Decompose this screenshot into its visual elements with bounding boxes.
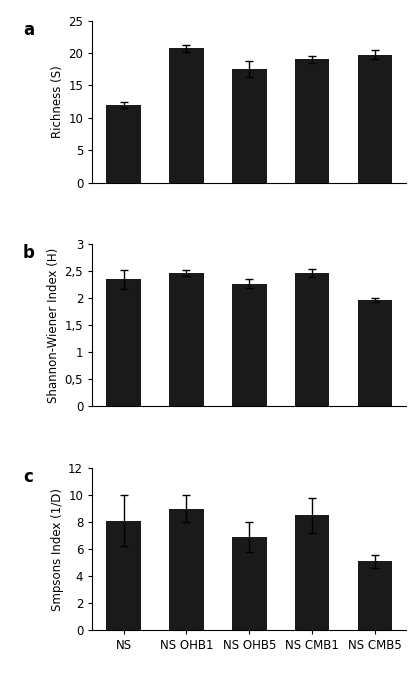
Text: a: a (23, 21, 34, 38)
Bar (358, 561, 392, 630)
Bar (106, 279, 141, 406)
Bar (232, 284, 266, 406)
Bar (106, 521, 141, 630)
Bar (169, 508, 204, 630)
Bar (169, 49, 204, 183)
Bar (358, 300, 392, 406)
Bar (295, 60, 329, 183)
Text: b: b (23, 245, 35, 262)
Text: c: c (23, 468, 33, 486)
Y-axis label: Shannon-Wiener Index (H): Shannon-Wiener Index (H) (47, 248, 60, 403)
Bar (106, 105, 141, 183)
Bar (358, 55, 392, 183)
Y-axis label: Richness (S): Richness (S) (51, 65, 64, 138)
Bar (232, 69, 266, 183)
Y-axis label: Smpsons Index (1/D): Smpsons Index (1/D) (51, 488, 64, 610)
Bar (232, 537, 266, 630)
Bar (295, 515, 329, 630)
Bar (169, 273, 204, 406)
Bar (295, 273, 329, 406)
